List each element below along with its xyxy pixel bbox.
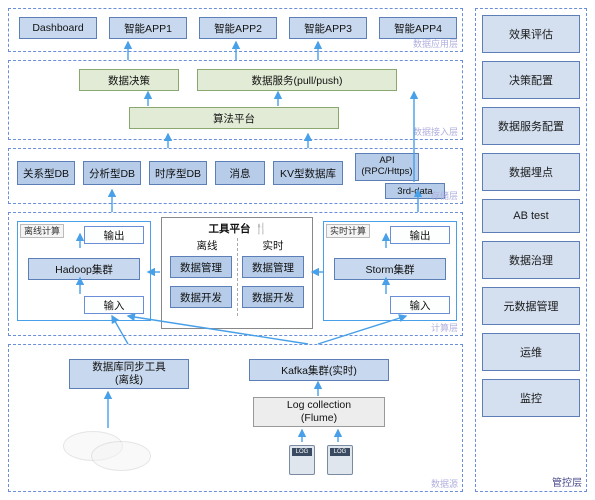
server-icon-2 (327, 445, 353, 475)
box-hadoop: Hadoop集群 (28, 258, 140, 280)
box-adb: 分析型DB (83, 161, 141, 185)
box-dbsync: 数据库同步工具 (离线) (69, 359, 189, 389)
cluster-realtime: 实时计算 输出 Storm集群 输入 (323, 221, 457, 321)
side-s9: 监控 (482, 379, 580, 417)
tool-head-label: 工具平台 (208, 221, 250, 236)
box-input-l: 输入 (84, 296, 144, 314)
box-storm: Storm集群 (334, 258, 446, 280)
box-app2: 智能APP2 (199, 17, 277, 39)
tool-dm-l: 数据管理 (170, 256, 232, 278)
layer-compute-label: 计算层 (431, 321, 458, 334)
tool-icon: 🍴 (254, 222, 267, 235)
side-s8: 运维 (482, 333, 580, 371)
server-icon-1 (289, 445, 315, 475)
layer-compute: 离线计算 输出 Hadoop集群 输入 工具平台 🍴 离线 实时 数据管理 数据… (8, 212, 463, 336)
tool-offline-label: 离线 (182, 238, 232, 252)
box-dataservice: 数据服务(pull/push) (197, 69, 397, 91)
layer-storage: 关系型DB 分析型DB 时序型DB 消息 KV型数据库 API (RPC/Htt… (8, 148, 463, 204)
layer-source-label: 数据源 (431, 477, 458, 490)
box-output-r: 输出 (390, 226, 450, 244)
box-app4: 智能APP4 (379, 17, 457, 39)
tag-realtime: 实时计算 (326, 224, 370, 238)
box-tdb: 时序型DB (149, 161, 207, 185)
box-mq: 消息 (215, 161, 265, 185)
tag-offline: 离线计算 (20, 224, 64, 238)
box-decision: 数据决策 (79, 69, 179, 91)
side-title: 管控层 (552, 474, 582, 489)
db-cylinder-icon2 (91, 441, 151, 471)
box-kafka: Kafka集群(实时) (249, 359, 389, 381)
architecture-main: Dashboard 智能APP1 智能APP2 智能APP3 智能APP4 数据… (8, 8, 463, 492)
box-api: API (RPC/Https) (355, 153, 419, 181)
tool-dd-l: 数据开发 (170, 286, 232, 308)
side-s1: 效果评估 (482, 15, 580, 53)
box-input-r: 输入 (390, 296, 450, 314)
box-flume: Log collection (Flume) (253, 397, 385, 427)
side-s5: AB test (482, 199, 580, 233)
tool-dd-r: 数据开发 (242, 286, 304, 308)
box-app1: 智能APP1 (109, 17, 187, 39)
tool-head: 工具平台 🍴 (192, 220, 284, 236)
box-output-l: 输出 (84, 226, 144, 244)
box-algo: 算法平台 (129, 107, 339, 129)
box-dashboard: Dashboard (19, 17, 97, 39)
layer-storage-label: 存储层 (431, 189, 458, 202)
side-s2: 决策配置 (482, 61, 580, 99)
tool-dm-r: 数据管理 (242, 256, 304, 278)
box-rdb: 关系型DB (17, 161, 75, 185)
side-panel: 效果评估 决策配置 数据服务配置 数据埋点 AB test 数据治理 元数据管理… (475, 8, 587, 492)
layer-access: 数据决策 数据服务(pull/push) 算法平台 数据接入层 (8, 60, 463, 140)
side-s3: 数据服务配置 (482, 107, 580, 145)
layer-app-label: 数据应用层 (413, 37, 458, 50)
box-kv: KV型数据库 (273, 161, 343, 185)
cluster-tool: 工具平台 🍴 离线 实时 数据管理 数据管理 数据开发 数据开发 (161, 217, 313, 329)
side-s6: 数据治理 (482, 241, 580, 279)
layer-access-label: 数据接入层 (413, 125, 458, 138)
layer-app: Dashboard 智能APP1 智能APP2 智能APP3 智能APP4 数据… (8, 8, 463, 52)
tool-realtime-label: 实时 (248, 238, 298, 252)
side-s7: 元数据管理 (482, 287, 580, 325)
cluster-offline: 离线计算 输出 Hadoop集群 输入 (17, 221, 151, 321)
layer-source: 数据库同步工具 (离线) Kafka集群(实时) Log collection … (8, 344, 463, 492)
box-app3: 智能APP3 (289, 17, 367, 39)
side-s4: 数据埋点 (482, 153, 580, 191)
